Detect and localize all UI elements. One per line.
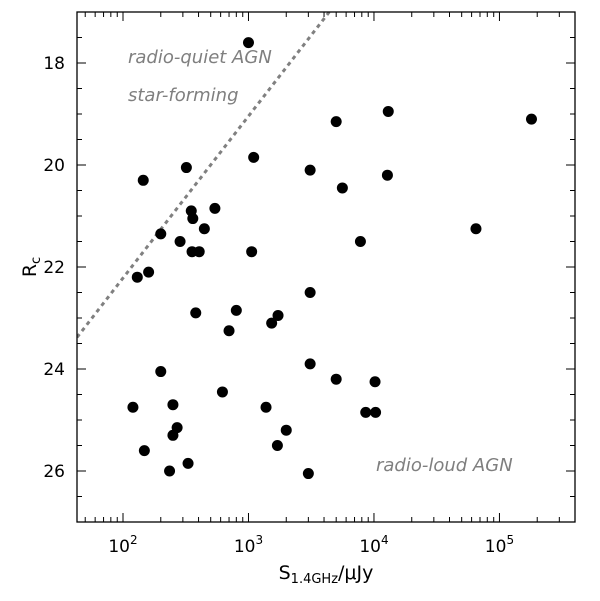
data-point [182,457,194,469]
annotation-radio-loud: radio-loud AGN [376,455,513,476]
data-point [138,445,150,457]
data-point [370,406,382,418]
data-point [470,223,482,235]
x-tick-label: 103 [234,533,263,557]
data-point [216,386,228,398]
annotation-radio-quiet: radio-quiet AGN [128,47,272,68]
data-point [330,373,342,385]
data-point [127,401,139,413]
y-axis-title: Rc [19,257,44,277]
data-point [382,105,394,117]
data-point [198,223,210,235]
axis-ticks [77,11,576,523]
y-tick-label: 26 [43,462,65,482]
data-point [271,440,283,451]
data-point [354,236,366,247]
data-point [260,401,272,413]
plot-area [77,12,537,480]
data-point [360,406,372,418]
data-point [242,37,254,49]
x-tick-label: 104 [359,533,388,557]
y-tick-label: 22 [43,258,65,278]
data-point [272,309,284,321]
tick-labels: 18 20 22 24 26 102 103 104 105 [43,54,514,557]
data-point [180,162,192,174]
data-point [131,271,143,283]
data-point [187,213,199,225]
data-point [230,304,242,316]
data-point [248,151,260,163]
x-tick-label: 102 [108,533,137,557]
data-point [193,246,205,258]
data-point [167,429,179,441]
x-tick-label: 105 [485,533,514,557]
y-tick-label: 18 [43,54,65,74]
data-point [155,228,167,240]
data-point [143,266,155,278]
data-point [246,246,258,258]
data-point [304,287,316,298]
data-point [381,169,393,181]
data-point [280,424,292,436]
x-axis-title: S1.4GHz/μJy [279,562,374,587]
data-point [174,236,186,247]
data-point [164,465,176,477]
data-point [209,202,221,214]
data-point [137,174,149,186]
data-point [525,113,537,125]
y-tick-label: 20 [43,156,65,176]
data-point [369,376,381,388]
data-point [302,468,314,480]
data-point [336,182,348,194]
data-point [304,164,316,176]
data-point [266,317,278,329]
y-tick-label: 24 [43,360,65,380]
annotation-star-forming: star-forming [128,85,239,106]
data-point [330,116,342,128]
data-point [167,399,179,411]
data-point [304,358,316,370]
data-point [190,307,202,319]
data-point [155,366,167,378]
data-point [223,325,235,337]
